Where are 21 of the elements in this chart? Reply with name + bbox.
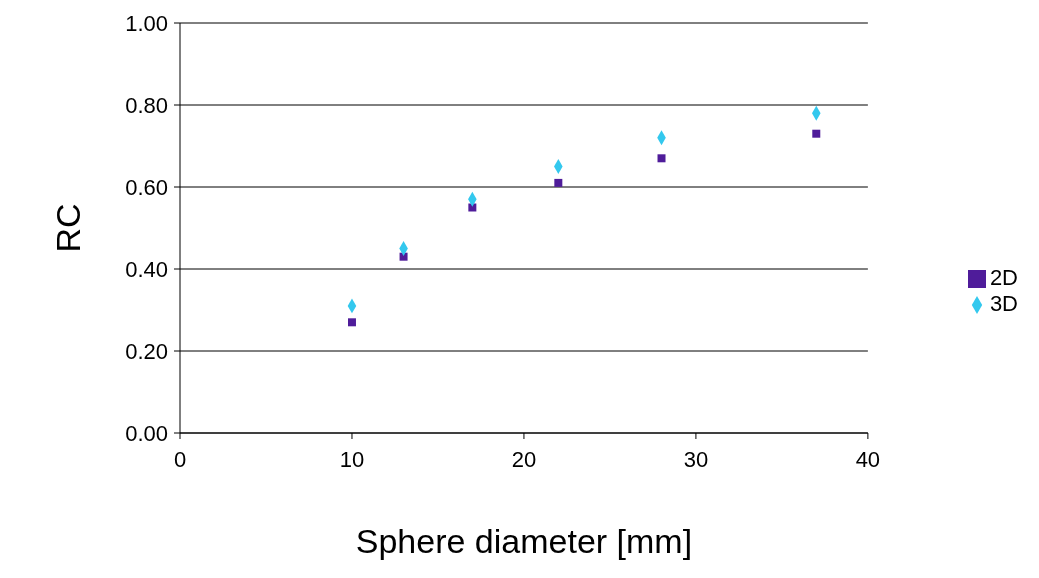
- y-axis-title: RC: [49, 203, 88, 253]
- x-axis-title: Sphere diameter [mm]: [355, 522, 693, 560]
- y-tick-label: 0.80: [125, 92, 168, 118]
- y-tick-label: 0.60: [125, 174, 168, 200]
- x-tick-label: 20: [511, 446, 537, 472]
- point: [347, 318, 356, 327]
- y-tick-label: 1.00: [125, 10, 168, 36]
- point: [554, 178, 563, 187]
- x-tick-label: 30: [683, 446, 709, 472]
- point: [468, 203, 477, 212]
- y-tick-label: 0.40: [125, 256, 168, 282]
- point: [399, 252, 408, 261]
- y-tick-label: 0.20: [125, 338, 168, 364]
- point: [657, 154, 666, 163]
- legend-label: 2D: [989, 264, 1018, 290]
- legend-label: 3D: [989, 290, 1018, 316]
- x-tick-label: 40: [855, 446, 881, 472]
- x-tick-label: 0: [173, 446, 187, 472]
- point: [812, 129, 821, 138]
- x-tick-label: 10: [339, 446, 365, 472]
- y-tick-label: 0.00: [125, 420, 168, 446]
